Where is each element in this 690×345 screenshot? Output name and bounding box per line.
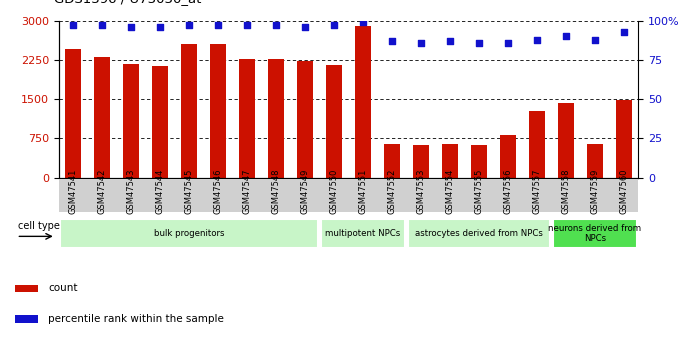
Point: [184, 23, 195, 28]
Bar: [500, 135, 516, 178]
Bar: [413, 145, 429, 178]
Point: [270, 23, 282, 28]
FancyBboxPatch shape: [553, 219, 637, 248]
Bar: [586, 144, 603, 178]
Point: [299, 24, 310, 30]
Bar: [297, 61, 313, 178]
Bar: [152, 66, 168, 178]
Text: astrocytes derived from NPCs: astrocytes derived from NPCs: [415, 229, 543, 238]
Bar: [181, 44, 197, 178]
Text: GDS1396 / U73030_at: GDS1396 / U73030_at: [54, 0, 201, 5]
Bar: [558, 103, 574, 178]
Point: [415, 40, 426, 46]
Text: cell type: cell type: [18, 220, 59, 230]
Text: count: count: [48, 284, 78, 293]
Text: bulk progenitors: bulk progenitors: [154, 229, 224, 238]
Bar: [471, 145, 487, 178]
Point: [386, 38, 397, 44]
Point: [68, 23, 79, 28]
Bar: [615, 100, 632, 178]
Bar: [210, 44, 226, 178]
Point: [589, 37, 600, 42]
Point: [213, 23, 224, 28]
Bar: [94, 57, 110, 178]
Text: neurons derived from
NPCs: neurons derived from NPCs: [549, 224, 641, 244]
Point: [328, 23, 339, 28]
FancyBboxPatch shape: [408, 219, 550, 248]
Bar: [65, 49, 81, 178]
Bar: [239, 59, 255, 178]
Point: [502, 40, 513, 46]
Text: percentile rank within the sample: percentile rank within the sample: [48, 314, 224, 324]
Text: multipotent NPCs: multipotent NPCs: [325, 229, 401, 238]
Bar: [442, 144, 458, 178]
Point: [155, 24, 166, 30]
Point: [126, 24, 137, 30]
Bar: [123, 63, 139, 178]
Point: [444, 38, 455, 44]
FancyBboxPatch shape: [321, 219, 405, 248]
Point: [241, 23, 253, 28]
Point: [560, 34, 571, 39]
Point: [357, 20, 368, 25]
Bar: [529, 111, 545, 178]
Bar: [15, 285, 38, 292]
Bar: [384, 144, 400, 178]
Point: [473, 40, 484, 46]
Point: [618, 29, 629, 34]
Bar: [268, 59, 284, 178]
Bar: [355, 26, 371, 178]
Bar: [326, 65, 342, 178]
Point: [531, 37, 542, 42]
FancyBboxPatch shape: [60, 219, 318, 248]
Point: [97, 23, 108, 28]
Bar: [15, 315, 38, 323]
